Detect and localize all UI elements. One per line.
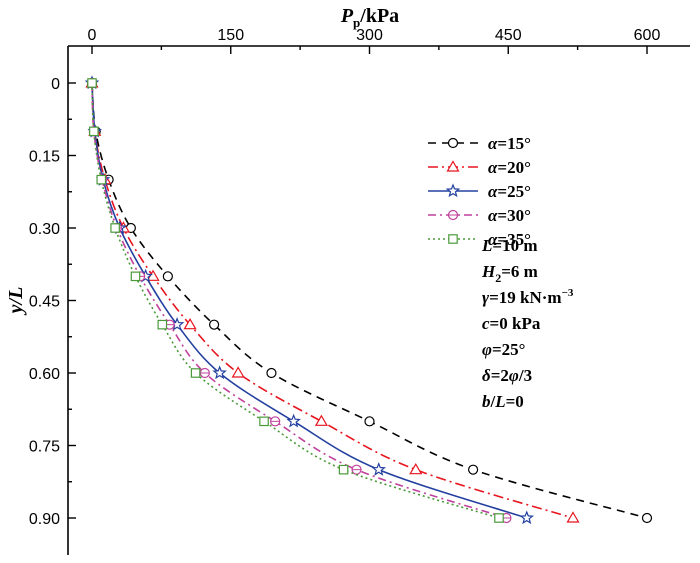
parameter-label: δ=2φ/3 (482, 366, 532, 385)
x-tick-label: 450 (495, 27, 522, 44)
parameter-label: L=10 m (481, 236, 538, 255)
legend: α=15° α=20° α=25° α=30° α=35° (428, 134, 531, 249)
series-layer (84, 75, 653, 525)
x-tick-label: 300 (356, 27, 383, 44)
data-point (87, 78, 97, 88)
legend-entry: α=15° (428, 134, 531, 153)
y-axis-title: y/L (5, 287, 27, 316)
data-point (212, 365, 227, 380)
y-tick-label: 0.15 (29, 149, 60, 166)
legend-label: α=15° (488, 134, 531, 153)
data-point (519, 510, 535, 525)
data-point (130, 271, 141, 282)
series-line (91, 82, 648, 519)
x-tick-label: 0 (88, 27, 97, 44)
legend-label: α=25° (488, 182, 531, 201)
x-axis-title: Pp/kPa (340, 5, 399, 30)
axes: 0 150 300 450 600 0 0.15 0.30 0.45 0.60 0.75 0.90 Pp… (5, 5, 690, 555)
parameter-label: φ=25° (482, 340, 525, 359)
data-point (209, 319, 220, 330)
data-point (89, 126, 99, 137)
data-point (468, 464, 479, 475)
y-tick-label: 0 (51, 76, 60, 93)
data-point (338, 464, 349, 475)
data-point (364, 416, 375, 427)
x-tick-label: 150 (217, 27, 244, 44)
data-point (351, 464, 362, 475)
data-point (409, 462, 423, 475)
data-point (266, 367, 277, 379)
legend-label: α=30° (488, 206, 531, 225)
data-point (157, 319, 168, 330)
data-point (314, 414, 328, 426)
data-point (190, 368, 201, 378)
y-tick-label: 0.60 (29, 366, 60, 383)
parameter-label: b/L=0 (482, 392, 524, 411)
legend-entry: α=35° (428, 230, 531, 249)
data-point (183, 317, 197, 330)
legend-marker (448, 234, 458, 244)
series-line (91, 82, 527, 519)
legend-marker (447, 209, 459, 221)
data-point (270, 416, 281, 427)
legend-entry: α=30° (428, 206, 531, 225)
data-point (259, 416, 269, 427)
y-tick-label: 0.75 (29, 439, 60, 456)
y-tick-label: 0.30 (29, 221, 60, 238)
data-point (110, 223, 120, 233)
data-point (494, 513, 504, 523)
parameter-label: γ=19 kN·m−3 (482, 287, 574, 307)
data-point (371, 462, 387, 476)
data-point (162, 271, 173, 282)
data-point (286, 413, 301, 428)
legend-entry: α=25° (428, 182, 531, 201)
data-point (641, 512, 653, 524)
data-point (199, 367, 210, 379)
series-1 (86, 77, 653, 524)
series-line (91, 82, 507, 519)
parameter-label: H2=6 m (481, 262, 538, 285)
legend-label: α=35° (488, 230, 531, 249)
x-tick-label: 600 (634, 27, 661, 44)
parameter-label: c=0 kPa (482, 314, 541, 333)
series-5 (87, 78, 504, 523)
y-tick-label: 0.90 (29, 511, 60, 528)
data-point (231, 366, 245, 378)
legend-marker (447, 137, 459, 149)
series-line (91, 82, 500, 519)
series-4 (86, 77, 512, 524)
data-point (96, 174, 107, 185)
data-point (566, 511, 580, 523)
legend-marker (446, 160, 460, 172)
legend-label: α=20° (488, 158, 531, 177)
legend-marker (445, 183, 461, 198)
parameter-list: L=10 m H2=6 mγ=19 kN·m−3 c=0 kPa φ=25° δ=2φ/… (481, 236, 574, 411)
y-tick-label: 0.45 (29, 294, 60, 311)
legend-entry: α=20° (428, 158, 531, 177)
